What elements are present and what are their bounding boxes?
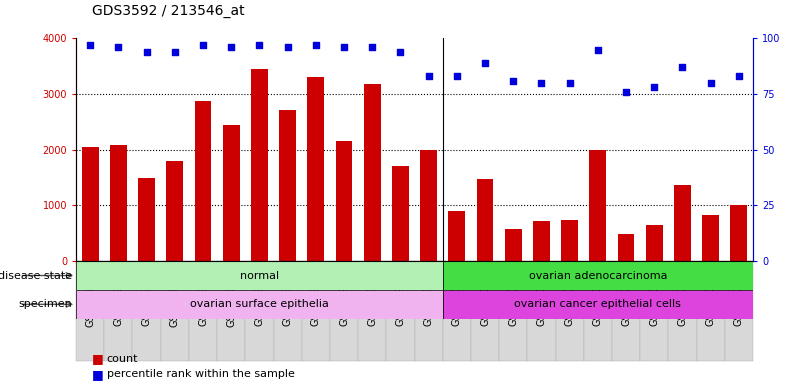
Bar <box>273 261 302 361</box>
Point <box>620 89 633 95</box>
Text: percentile rank within the sample: percentile rank within the sample <box>107 369 295 379</box>
Point <box>337 44 350 50</box>
Point <box>366 44 379 50</box>
Point <box>704 80 717 86</box>
Bar <box>82 147 99 261</box>
Point <box>112 44 125 50</box>
Text: ■: ■ <box>92 368 104 381</box>
Bar <box>386 261 414 361</box>
Text: specimen: specimen <box>18 299 72 310</box>
Bar <box>223 125 239 261</box>
Bar <box>499 261 527 361</box>
Bar <box>167 161 183 261</box>
Point <box>479 60 492 66</box>
Bar <box>731 205 747 261</box>
Bar <box>702 215 719 261</box>
Bar <box>302 261 330 361</box>
Bar <box>646 225 662 261</box>
Bar <box>443 290 753 319</box>
Point <box>196 42 209 48</box>
Bar <box>421 150 437 261</box>
Point <box>225 44 238 50</box>
Point <box>450 73 463 79</box>
Point <box>281 44 294 50</box>
Point <box>253 42 266 48</box>
Point <box>732 73 745 79</box>
Bar <box>161 261 189 361</box>
Point <box>168 49 181 55</box>
Text: GDS3592 / 213546_at: GDS3592 / 213546_at <box>92 4 245 18</box>
Bar <box>308 78 324 261</box>
Bar <box>674 185 691 261</box>
Bar <box>612 261 640 361</box>
Bar <box>245 261 273 361</box>
Bar <box>562 220 578 261</box>
Bar <box>505 229 521 261</box>
Bar <box>556 261 584 361</box>
Bar <box>697 261 725 361</box>
Point <box>422 73 435 79</box>
Text: ovarian cancer epithelial cells: ovarian cancer epithelial cells <box>514 299 682 310</box>
Bar <box>138 178 155 261</box>
Bar <box>189 261 217 361</box>
Bar <box>533 221 549 261</box>
Bar <box>104 261 132 361</box>
Bar <box>477 179 493 261</box>
Point <box>507 78 520 84</box>
Bar <box>76 261 443 290</box>
Point <box>309 42 322 48</box>
Bar <box>443 261 753 290</box>
Point <box>394 49 407 55</box>
Bar <box>618 234 634 261</box>
Bar <box>364 84 380 261</box>
Point <box>140 49 153 55</box>
Bar <box>415 261 443 361</box>
Bar <box>330 261 358 361</box>
Bar <box>336 141 352 261</box>
Bar <box>725 261 753 361</box>
Point <box>648 84 661 91</box>
Point <box>591 46 604 53</box>
Text: ovarian adenocarcinoma: ovarian adenocarcinoma <box>529 270 667 281</box>
Bar <box>358 261 386 361</box>
Bar <box>590 150 606 261</box>
Bar <box>443 261 471 361</box>
Bar <box>132 261 161 361</box>
Bar <box>640 261 668 361</box>
Bar <box>195 101 211 261</box>
Bar <box>584 261 612 361</box>
Bar <box>392 167 409 261</box>
Bar <box>668 261 697 361</box>
Bar <box>76 261 104 361</box>
Text: ovarian surface epithelia: ovarian surface epithelia <box>190 299 329 310</box>
Point <box>535 80 548 86</box>
Bar <box>471 261 499 361</box>
Bar <box>251 69 268 261</box>
Text: count: count <box>107 354 138 364</box>
Text: ■: ■ <box>92 353 104 366</box>
Bar <box>110 145 127 261</box>
Text: normal: normal <box>239 270 279 281</box>
Point <box>84 42 97 48</box>
Bar <box>527 261 556 361</box>
Bar <box>76 290 443 319</box>
Point <box>676 64 689 70</box>
Text: disease state: disease state <box>0 270 72 281</box>
Bar <box>449 211 465 261</box>
Bar <box>279 110 296 261</box>
Point <box>563 80 576 86</box>
Bar <box>217 261 245 361</box>
